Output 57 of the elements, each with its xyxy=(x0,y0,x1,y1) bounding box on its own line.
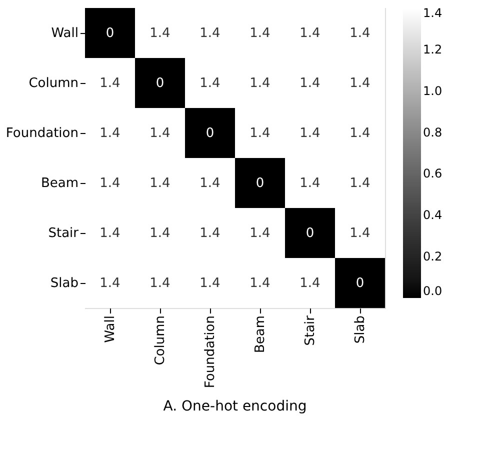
data-label: 1.4 xyxy=(350,26,370,41)
data-label: 0 xyxy=(156,76,164,91)
data-label: 1.4 xyxy=(300,126,320,141)
data-label: 1.4 xyxy=(100,226,120,241)
y-tick-label: Wall xyxy=(51,26,78,41)
x-tick-label: Beam xyxy=(253,316,268,354)
color-bar-label: 0.4 xyxy=(423,208,442,222)
x-tick-label: Foundation xyxy=(203,316,218,388)
y-tick-label: Beam xyxy=(40,176,78,191)
data-label: 1.4 xyxy=(200,176,220,191)
color-bar-label: 0.6 xyxy=(423,166,442,181)
data-label: 1.4 xyxy=(300,176,320,191)
data-label: 1.4 xyxy=(250,226,270,241)
data-label: 1.4 xyxy=(100,76,120,91)
x-tick-label: Column xyxy=(153,316,168,366)
color-bar-label: 0.2 xyxy=(423,250,442,264)
data-label: 1.4 xyxy=(350,126,370,141)
data-label: 1.4 xyxy=(250,276,270,291)
data-label: 1.4 xyxy=(100,126,120,141)
data-label: 1.4 xyxy=(150,126,170,141)
data-label: 0 xyxy=(256,176,264,191)
data-label: 1.4 xyxy=(250,26,270,41)
data-label: 1.4 xyxy=(100,276,120,291)
color-bar-label: 1.2 xyxy=(423,42,442,56)
data-label: 1.4 xyxy=(300,276,320,291)
data-label: 0 xyxy=(356,276,364,291)
y-tick-label: Foundation xyxy=(6,126,78,141)
data-label: 1.4 xyxy=(200,276,220,291)
x-tick-label: Stair xyxy=(303,314,318,346)
data-label: 1.4 xyxy=(200,26,220,41)
data-label: 1.4 xyxy=(100,176,120,191)
text: A. One-hot encoding xyxy=(163,398,307,415)
color-bar-label: 0.8 xyxy=(423,125,442,140)
color-bar-label: 0.0 xyxy=(423,284,442,298)
data-label: 0 xyxy=(206,126,214,141)
data-label: 1.4 xyxy=(350,76,370,91)
color-bar-label: 1.0 xyxy=(423,84,442,98)
data-label: 1.4 xyxy=(250,126,270,141)
x-tick-label: Wall xyxy=(103,316,118,343)
data-label: 1.4 xyxy=(150,276,170,291)
data-label: 1.4 xyxy=(350,226,370,241)
data-label: 1.4 xyxy=(200,76,220,91)
y-tick-label: Column xyxy=(28,76,78,91)
data-label: 1.4 xyxy=(150,226,170,241)
data-label: 1.4 xyxy=(150,26,170,41)
data-label: 1.4 xyxy=(150,176,170,191)
data-label: 1.4 xyxy=(350,176,370,191)
data-label: 1.4 xyxy=(300,26,320,41)
data-label: 1.4 xyxy=(300,76,320,91)
y-tick-label: Slab xyxy=(50,276,78,291)
data-label: 0 xyxy=(306,226,314,241)
x-tick-label: Slab xyxy=(353,316,368,344)
data-label: 1.4 xyxy=(250,76,270,91)
y-tick-label: Stair xyxy=(48,226,80,241)
color-bar-label: 1.4 xyxy=(423,6,442,20)
data-label: 0 xyxy=(106,26,114,41)
data-label: 1.4 xyxy=(200,226,220,241)
